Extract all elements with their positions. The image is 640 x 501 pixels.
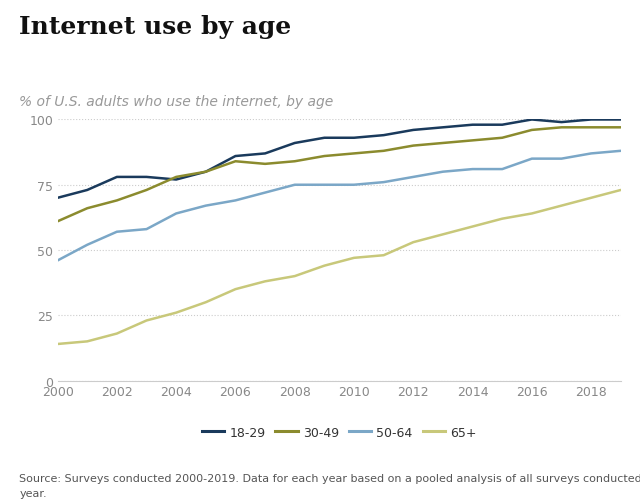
30-49 [83, 206, 91, 212]
50-64 [83, 242, 91, 248]
50-64 [232, 198, 239, 204]
30-49 [617, 125, 625, 131]
Text: Source: Surveys conducted 2000-2019. Data for each year based on a pooled analys: Source: Surveys conducted 2000-2019. Dat… [19, 473, 640, 483]
30-49 [202, 169, 210, 175]
65+ [143, 318, 150, 324]
30-49 [499, 135, 506, 141]
65+ [113, 331, 121, 337]
18-29 [172, 177, 180, 183]
30-49 [528, 128, 536, 134]
18-29 [143, 174, 150, 180]
50-64 [113, 229, 121, 235]
65+ [350, 256, 358, 262]
18-29 [410, 128, 417, 134]
30-49 [588, 125, 595, 131]
18-29 [557, 120, 565, 126]
Text: year.: year. [19, 488, 47, 498]
30-49 [350, 151, 358, 157]
65+ [528, 211, 536, 217]
30-49 [557, 125, 565, 131]
30-49 [380, 148, 387, 154]
50-64 [350, 182, 358, 188]
65+ [557, 203, 565, 209]
50-64 [468, 167, 476, 173]
30-49 [172, 174, 180, 180]
18-29 [113, 174, 121, 180]
Text: % of U.S. adults who use the internet, by age: % of U.S. adults who use the internet, b… [19, 95, 333, 109]
30-49 [410, 143, 417, 149]
65+ [202, 300, 210, 306]
Line: 65+: 65+ [58, 190, 621, 344]
30-49 [439, 141, 447, 147]
65+ [321, 263, 328, 269]
65+ [468, 224, 476, 230]
Line: 18-29: 18-29 [58, 120, 621, 198]
18-29 [588, 117, 595, 123]
65+ [291, 274, 299, 280]
30-49 [321, 154, 328, 160]
30-49 [291, 159, 299, 165]
18-29 [528, 117, 536, 123]
50-64 [202, 203, 210, 209]
50-64 [557, 156, 565, 162]
50-64 [439, 169, 447, 175]
65+ [410, 239, 417, 245]
50-64 [380, 180, 387, 186]
18-29 [232, 154, 239, 160]
18-29 [83, 187, 91, 193]
18-29 [617, 117, 625, 123]
Legend: 18-29, 30-49, 50-64, 65+: 18-29, 30-49, 50-64, 65+ [196, 421, 482, 444]
50-64 [143, 226, 150, 232]
50-64 [617, 148, 625, 154]
18-29 [468, 122, 476, 128]
65+ [54, 341, 61, 347]
30-49 [232, 159, 239, 165]
50-64 [528, 156, 536, 162]
65+ [261, 279, 269, 285]
50-64 [499, 167, 506, 173]
65+ [439, 232, 447, 238]
30-49 [54, 219, 61, 225]
18-29 [261, 151, 269, 157]
50-64 [410, 174, 417, 180]
18-29 [499, 122, 506, 128]
30-49 [113, 198, 121, 204]
65+ [83, 339, 91, 345]
50-64 [54, 258, 61, 264]
65+ [172, 310, 180, 316]
65+ [588, 195, 595, 201]
18-29 [202, 169, 210, 175]
50-64 [321, 182, 328, 188]
18-29 [54, 195, 61, 201]
65+ [617, 187, 625, 193]
18-29 [350, 135, 358, 141]
50-64 [588, 151, 595, 157]
30-49 [261, 161, 269, 167]
18-29 [439, 125, 447, 131]
50-64 [261, 190, 269, 196]
50-64 [172, 211, 180, 217]
18-29 [380, 133, 387, 139]
65+ [232, 287, 239, 293]
Line: 50-64: 50-64 [58, 151, 621, 261]
18-29 [321, 135, 328, 141]
30-49 [143, 187, 150, 193]
18-29 [291, 141, 299, 147]
Line: 30-49: 30-49 [58, 128, 621, 222]
65+ [380, 253, 387, 259]
30-49 [468, 138, 476, 144]
65+ [499, 216, 506, 222]
Text: Internet use by age: Internet use by age [19, 15, 291, 39]
50-64 [291, 182, 299, 188]
